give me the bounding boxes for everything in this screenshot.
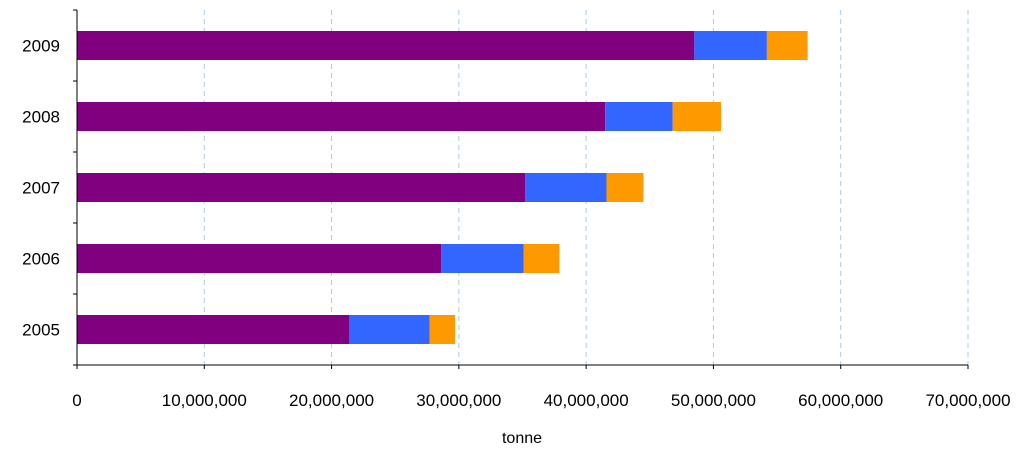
bar-segment-2008-3 [672,102,722,131]
y-tick-label: 2009 [22,37,60,56]
x-tick-label: 30,000,000 [416,391,501,410]
x-tick-label: 10,000,000 [162,391,247,410]
bars [77,31,808,344]
bar-segment-2007-3 [606,173,644,202]
bar-segment-2007-1 [77,173,526,202]
y-tick-label: 2006 [22,250,60,269]
x-tick-label: 70,000,000 [925,391,1010,410]
x-axis-title: tonne [502,430,542,447]
bar-segment-2008-2 [605,102,673,131]
bar-segment-2009-1 [77,31,695,60]
y-tick-label: 2005 [22,321,60,340]
x-tick-label: 50,000,000 [671,391,756,410]
y-tick-label: 2008 [22,108,60,127]
x-tick-label: 0 [72,391,81,410]
x-tick-labels: 0 10,000,000 20,000,000 30,000,000 40,000,00… [72,391,1010,410]
x-tick-label: 40,000,000 [544,391,629,410]
bar-segment-2006-2 [441,244,524,273]
bar-segment-2006-3 [523,244,560,273]
x-tick-label: 20,000,000 [289,391,374,410]
bar-segment-2009-2 [694,31,767,60]
x-tick-label: 60,000,000 [798,391,883,410]
axes [73,9,969,369]
bar-segment-2008-1 [77,102,606,131]
bar-segment-2007-2 [525,173,607,202]
y-tick-labels: 2005 2006 2007 2008 2009 [22,37,60,340]
bar-segment-2005-2 [349,315,430,344]
bar-segment-2006-1 [77,244,442,273]
bar-segment-2005-3 [429,315,456,344]
y-tick-label: 2007 [22,179,60,198]
bar-segment-2009-3 [766,31,808,60]
bar-segment-2005-1 [77,315,350,344]
